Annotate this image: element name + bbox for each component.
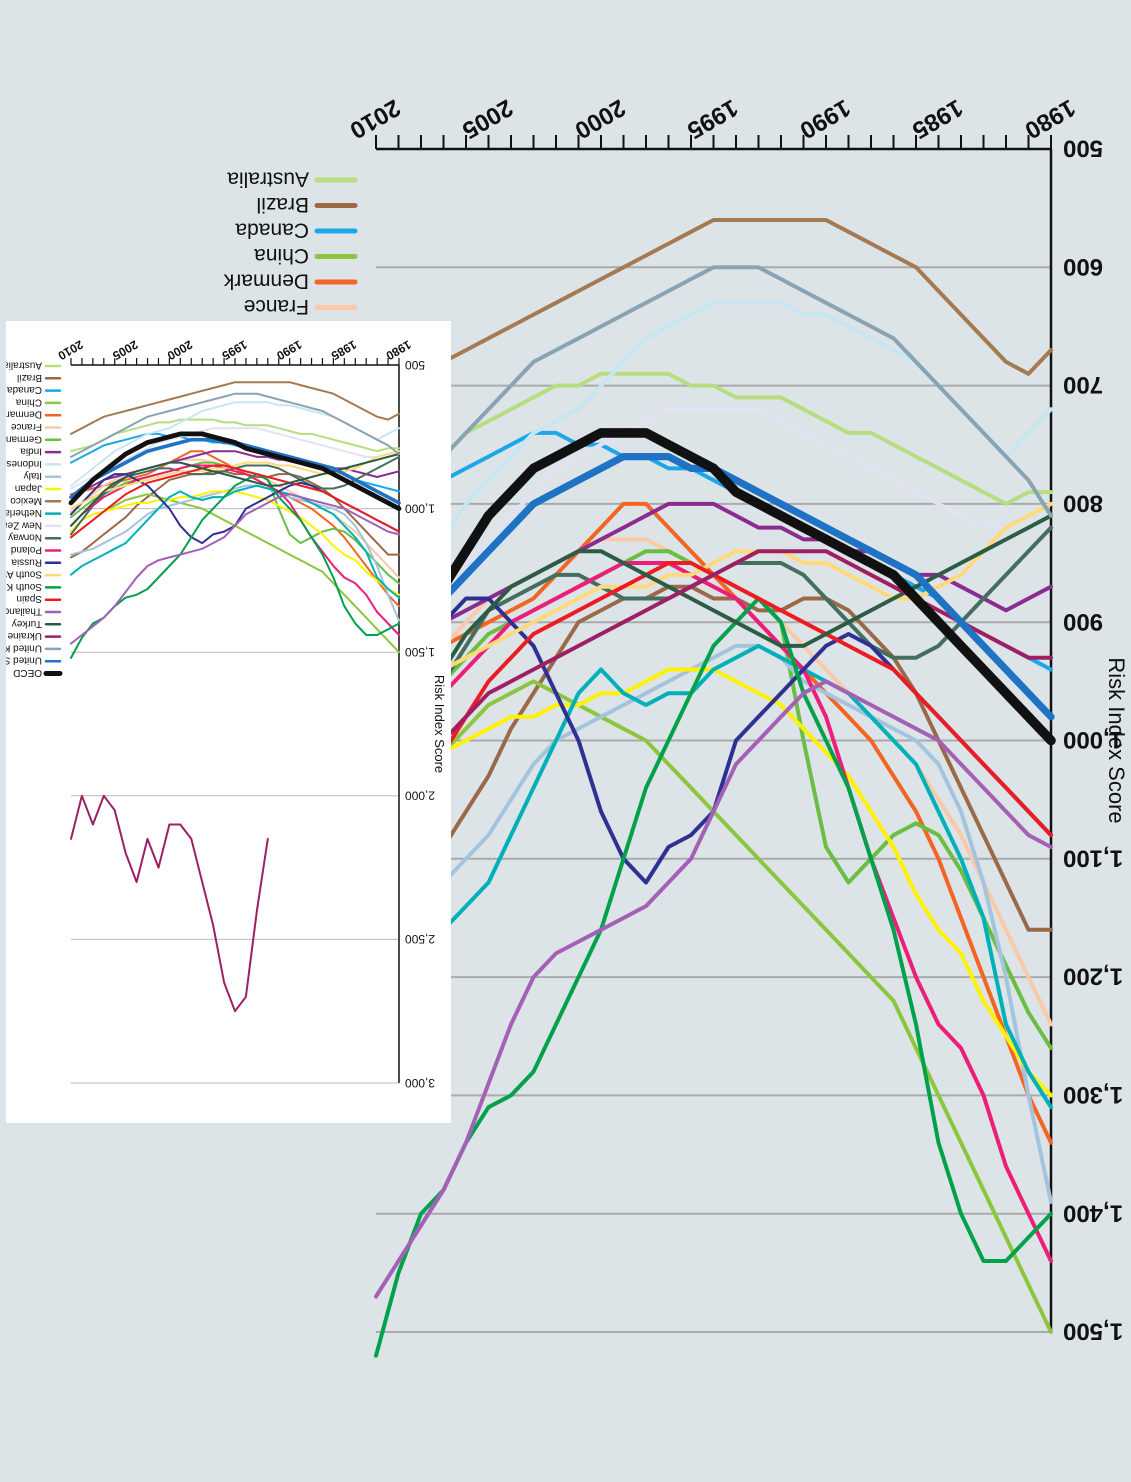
legend-label: South Korea	[6, 581, 42, 592]
series-line-spain	[70, 464, 400, 539]
y-tick-label: 600	[1063, 253, 1103, 280]
series-line-netherlands	[70, 484, 400, 599]
y-tick-label: 2,500	[405, 932, 435, 946]
series-line-oecd	[68, 431, 402, 511]
y-tick-label: 800	[1063, 490, 1103, 517]
legend-label: Brazil	[17, 372, 42, 383]
inset-panel: 500 1,000 1,500 2,000 2,500 3,000 1980 1985 1990…	[6, 321, 451, 1123]
legend-label: Indonesia	[6, 458, 42, 469]
series-line-italy	[374, 643, 1053, 1204]
series-line-thailand	[374, 679, 1053, 1299]
legend-label: Denmark	[6, 409, 42, 420]
y-tick-label: 900	[1063, 608, 1103, 635]
legend-label: Australia	[6, 360, 42, 371]
y-tick-label: 1,000	[1063, 726, 1123, 753]
series-line-turkey	[70, 453, 400, 527]
y-tick-label: 1,100	[1063, 844, 1123, 871]
x-tick-label: 2010	[345, 94, 405, 144]
legend-label: South Africa	[6, 569, 42, 580]
legend-label: Thailand	[6, 606, 42, 617]
y-tick-label: 3,000	[405, 1076, 435, 1090]
y-tick-label: 500	[405, 358, 425, 372]
legend-label: Norway	[8, 532, 42, 543]
series-line-italy	[70, 484, 400, 622]
legend-label: Australia	[227, 168, 309, 191]
series-line-thailand	[70, 493, 400, 645]
legend-label: Brazil	[256, 193, 309, 216]
legend-label: China	[15, 396, 42, 407]
y-tick-label: 1,300	[1063, 1081, 1123, 1108]
series-line-united-kingdom	[374, 265, 1053, 530]
y-tick-label: 1,500	[1063, 1318, 1123, 1345]
inset-chart: 5001,0001,5002,0002,5003,000198019851990…	[6, 337, 447, 1090]
legend-label: Japan	[15, 483, 42, 494]
y-axis-title: Risk Index Score	[1104, 657, 1129, 823]
legend-label: Turkey	[12, 618, 42, 629]
series-line-japan	[374, 667, 1053, 1098]
series-line-australia	[70, 418, 400, 453]
legend-label: Mexico	[10, 495, 42, 506]
legend-label: France	[10, 421, 42, 432]
x-tick-label: 2010	[55, 337, 85, 363]
series-line-south-africa	[374, 501, 1053, 743]
series-line-china	[70, 493, 400, 654]
legend-label: Poland	[11, 544, 42, 555]
legend-label: New Zealand	[6, 519, 42, 530]
legend-label: Canada	[235, 219, 309, 242]
legend-label: United Kingdom	[6, 642, 42, 653]
legend-label: Netherlands	[6, 507, 42, 518]
series-line-australia	[374, 371, 1053, 506]
y-tick-label: 1,500	[405, 645, 435, 659]
y-tick-label: 1,200	[1063, 963, 1123, 990]
legend-label: Ukraine	[7, 630, 42, 641]
series-line-new-zealand	[374, 407, 1053, 660]
series-line-mexico	[374, 218, 1053, 435]
legend-label: Italy	[24, 470, 42, 481]
y-tick-label: 1,000	[405, 501, 435, 515]
series-line-south-korea	[70, 473, 400, 659]
legend-label: United States	[6, 655, 42, 666]
y-tick-label: 700	[1063, 371, 1103, 398]
legend-label: Germany	[6, 433, 42, 444]
legend-label: Canada	[7, 384, 42, 395]
series-line-united-kingdom	[70, 392, 400, 458]
legend-label: OECD	[13, 667, 42, 678]
legend-label: Russia	[11, 556, 42, 567]
series-line-south-korea	[374, 596, 1053, 1358]
y-tick-label: 2,000	[405, 789, 435, 803]
y-tick-label: 1,400	[1063, 1199, 1123, 1226]
series-line-mexico	[70, 381, 400, 435]
series-line-turkey	[374, 513, 1053, 814]
series-line-netherlands	[374, 643, 1053, 1110]
series-line-ukraine	[374, 549, 1053, 838]
series-line-new-zealand	[70, 427, 400, 490]
legend-label: Spain	[16, 593, 42, 604]
legend-label: India	[20, 446, 42, 457]
legend-label: China	[254, 244, 309, 267]
series-line-oecd	[371, 428, 1056, 746]
series-line-ukraine	[70, 794, 269, 1013]
y-axis-title: Risk Index Score	[432, 675, 447, 773]
legend-label: France	[244, 295, 309, 318]
y-tick-label: 500	[1063, 135, 1103, 162]
series-line-south-africa	[70, 450, 400, 510]
series-line-china	[374, 679, 1053, 1334]
legend-label: Denmark	[223, 270, 309, 293]
